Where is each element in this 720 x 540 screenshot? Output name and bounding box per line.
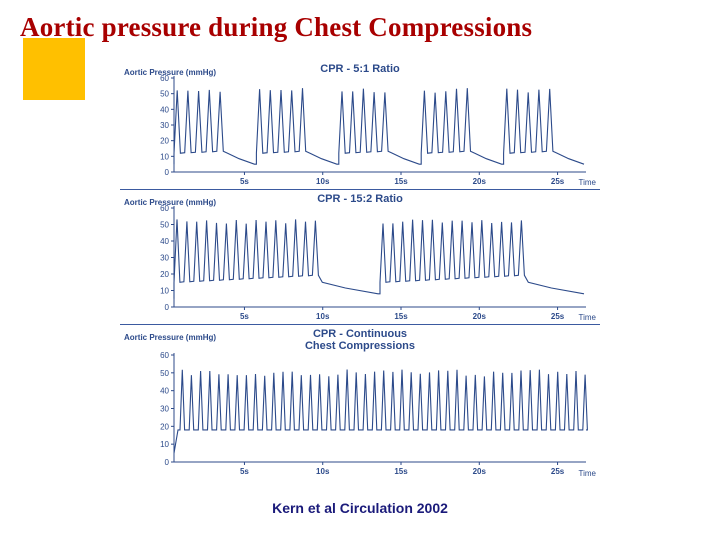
x-axis-label: Time (579, 313, 596, 322)
svg-text:25s: 25s (551, 467, 565, 476)
svg-text:30: 30 (160, 254, 169, 263)
svg-text:20s: 20s (473, 177, 487, 186)
panel-title: CPR - 5:1 Ratio (320, 63, 399, 75)
chart-panel-0: CPR - 5:1 Ratio Aortic Pressure (mmHg) Tim… (120, 60, 600, 190)
y-axis-label: Aortic Pressure (mmHg) (124, 68, 216, 77)
x-axis-label: Time (579, 469, 596, 478)
svg-text:5s: 5s (240, 467, 249, 476)
y-axis-label: Aortic Pressure (mmHg) (124, 333, 216, 342)
panel-title: CPR - 15:2 Ratio (317, 193, 403, 205)
svg-text:15s: 15s (394, 467, 408, 476)
chart-panel-1: CPR - 15:2 Ratio Aortic Pressure (mmHg) Ti… (120, 190, 600, 325)
citation: Kern et al Circulation 2002 (0, 500, 720, 516)
figure-area: CPR - 5:1 Ratio Aortic Pressure (mmHg) Tim… (120, 60, 600, 485)
svg-text:0: 0 (165, 303, 170, 312)
svg-text:10s: 10s (316, 177, 330, 186)
svg-text:10: 10 (160, 152, 169, 161)
x-axis-label: Time (579, 178, 596, 187)
svg-text:40: 40 (160, 105, 169, 114)
svg-text:20: 20 (160, 137, 169, 146)
svg-text:10s: 10s (316, 467, 330, 476)
y-axis-label: Aortic Pressure (mmHg) (124, 198, 216, 207)
pressure-trace (174, 219, 584, 298)
svg-text:10s: 10s (316, 312, 330, 321)
svg-text:5s: 5s (240, 177, 249, 186)
svg-text:50: 50 (160, 369, 169, 378)
panel-title: CPR - ContinuousChest Compressions (305, 328, 415, 352)
svg-text:40: 40 (160, 237, 169, 246)
accent-block (23, 38, 85, 100)
svg-text:10: 10 (160, 440, 169, 449)
svg-text:50: 50 (160, 90, 169, 99)
svg-text:25s: 25s (551, 312, 565, 321)
svg-text:0: 0 (165, 458, 170, 467)
svg-text:5s: 5s (240, 312, 249, 321)
svg-text:25s: 25s (551, 177, 565, 186)
svg-text:20: 20 (160, 422, 169, 431)
svg-text:20s: 20s (473, 312, 487, 321)
svg-text:40: 40 (160, 387, 169, 396)
svg-text:30: 30 (160, 405, 169, 414)
svg-text:20s: 20s (473, 467, 487, 476)
svg-text:0: 0 (165, 168, 170, 177)
waveform-svg: 01020304050605s10s15s20s25s (120, 190, 600, 325)
svg-text:15s: 15s (394, 312, 408, 321)
svg-text:10: 10 (160, 287, 169, 296)
chart-panel-2: CPR - ContinuousChest Compressions Aortic… (120, 325, 600, 480)
svg-text:15s: 15s (394, 177, 408, 186)
pressure-trace (174, 370, 587, 454)
pressure-trace (174, 88, 584, 164)
svg-text:30: 30 (160, 121, 169, 130)
svg-text:50: 50 (160, 221, 169, 230)
svg-text:60: 60 (160, 351, 169, 360)
waveform-svg: 01020304050605s10s15s20s25s (120, 60, 600, 190)
slide-title: Aortic pressure during Chest Compression… (20, 12, 532, 43)
svg-text:20: 20 (160, 270, 169, 279)
